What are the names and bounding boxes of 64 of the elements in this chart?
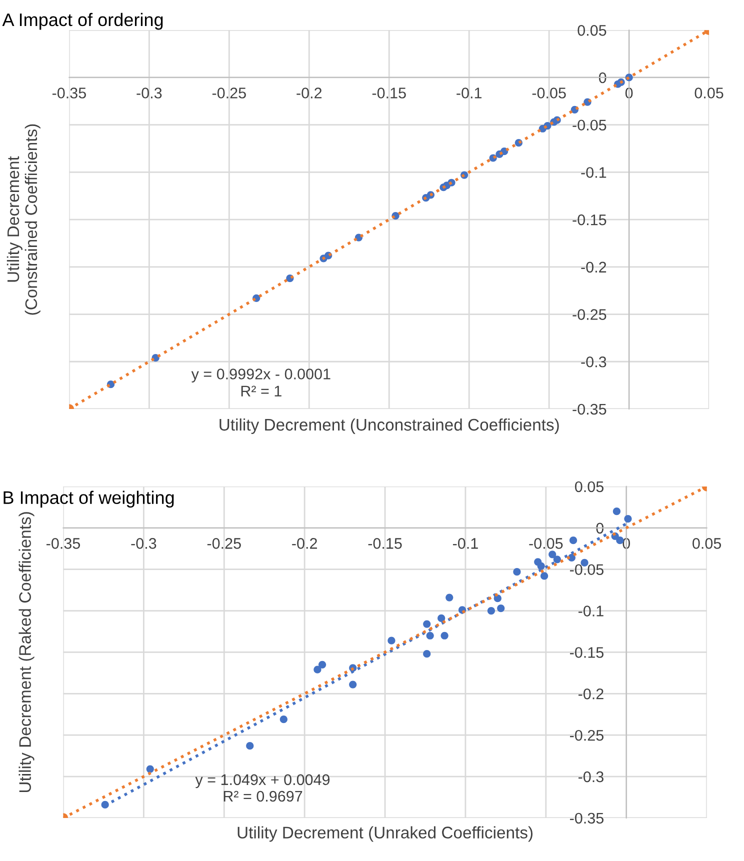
y-tick-label: -0.35	[572, 404, 606, 415]
chart-title: A Impact of ordering	[2, 12, 163, 30]
point	[314, 666, 322, 674]
y-tick-label: -0.3	[581, 356, 606, 368]
x-axis-title: Utility Decrement (Unconstrained Coefficients)	[220, 418, 559, 434]
point	[318, 660, 326, 668]
annotation: R² = 0.9697	[224, 790, 302, 802]
point	[540, 572, 548, 580]
x-tick-label: 0.05	[692, 538, 722, 549]
y-axis-title: Utility Decrement (Raked Coefficients)	[18, 512, 34, 792]
y-tick-label: -0.05	[570, 564, 604, 576]
y-axis-title: Utility Decrement (Constrained Coefficients)	[6, 124, 40, 315]
point	[440, 632, 448, 640]
point	[438, 614, 446, 622]
point	[446, 594, 454, 602]
x-tick-label: -0.05	[532, 88, 566, 98]
annotation: y = 0.9992x - 0.0001	[191, 368, 330, 382]
y-tick-label: -0.35	[570, 812, 604, 824]
point	[624, 514, 632, 523]
x-tick-label: 0.05	[694, 88, 724, 98]
x-tick-label: -0.35	[46, 538, 80, 549]
y-tick-label: -0.05	[572, 120, 606, 131]
point	[537, 562, 545, 570]
point	[423, 620, 431, 628]
point	[569, 536, 578, 544]
point	[513, 568, 521, 576]
x-tick-label: -0.05	[529, 538, 563, 549]
point	[349, 680, 357, 688]
x-tick-label: -0.1	[456, 88, 482, 98]
point	[487, 606, 496, 615]
y-tick-label: -0.2	[581, 262, 606, 273]
x-tick-label: -0.1	[452, 538, 478, 549]
x-tick-label: -0.3	[136, 88, 162, 98]
point	[246, 742, 254, 750]
point	[146, 765, 154, 773]
point	[426, 632, 434, 640]
annotation: R² = 1	[241, 386, 282, 396]
y-tick-label: -0.1	[581, 167, 606, 178]
y-tick-label: -0.25	[572, 309, 606, 320]
x-axis-title: Utility Decrement (Unraked Coefficients)	[238, 826, 533, 842]
x-tick-label: -0.15	[372, 88, 406, 98]
annotation: y = 1.049x + 0.0049	[195, 774, 330, 788]
x-tick-label: -0.3	[131, 538, 156, 549]
point	[423, 650, 431, 658]
y-tick-label: 0.05	[578, 25, 606, 36]
y-tick-label: 0.05	[575, 481, 604, 492]
y-tick-label: -0.15	[570, 647, 604, 658]
point	[388, 636, 396, 644]
y-tick-label: -0.3	[578, 771, 604, 782]
x-tick-label: -0.25	[212, 88, 246, 98]
x-tick-label: -0.25	[207, 538, 241, 549]
y-tick-label: -0.25	[570, 730, 604, 741]
point	[497, 604, 505, 612]
x-tick-label: -0.15	[368, 538, 402, 549]
x-tick-label: -0.2	[292, 538, 317, 549]
point	[280, 716, 288, 724]
point	[548, 550, 556, 558]
point	[612, 508, 621, 516]
y-tick-label: -0.1	[578, 606, 604, 616]
y-tick-label: -0.2	[578, 688, 604, 700]
x-tick-label: -0.2	[296, 88, 322, 98]
chart-title: B Impact of weighting	[4, 490, 174, 508]
x-tick-label: -0.35	[52, 88, 86, 98]
y-tick-label: -0.15	[572, 214, 606, 226]
